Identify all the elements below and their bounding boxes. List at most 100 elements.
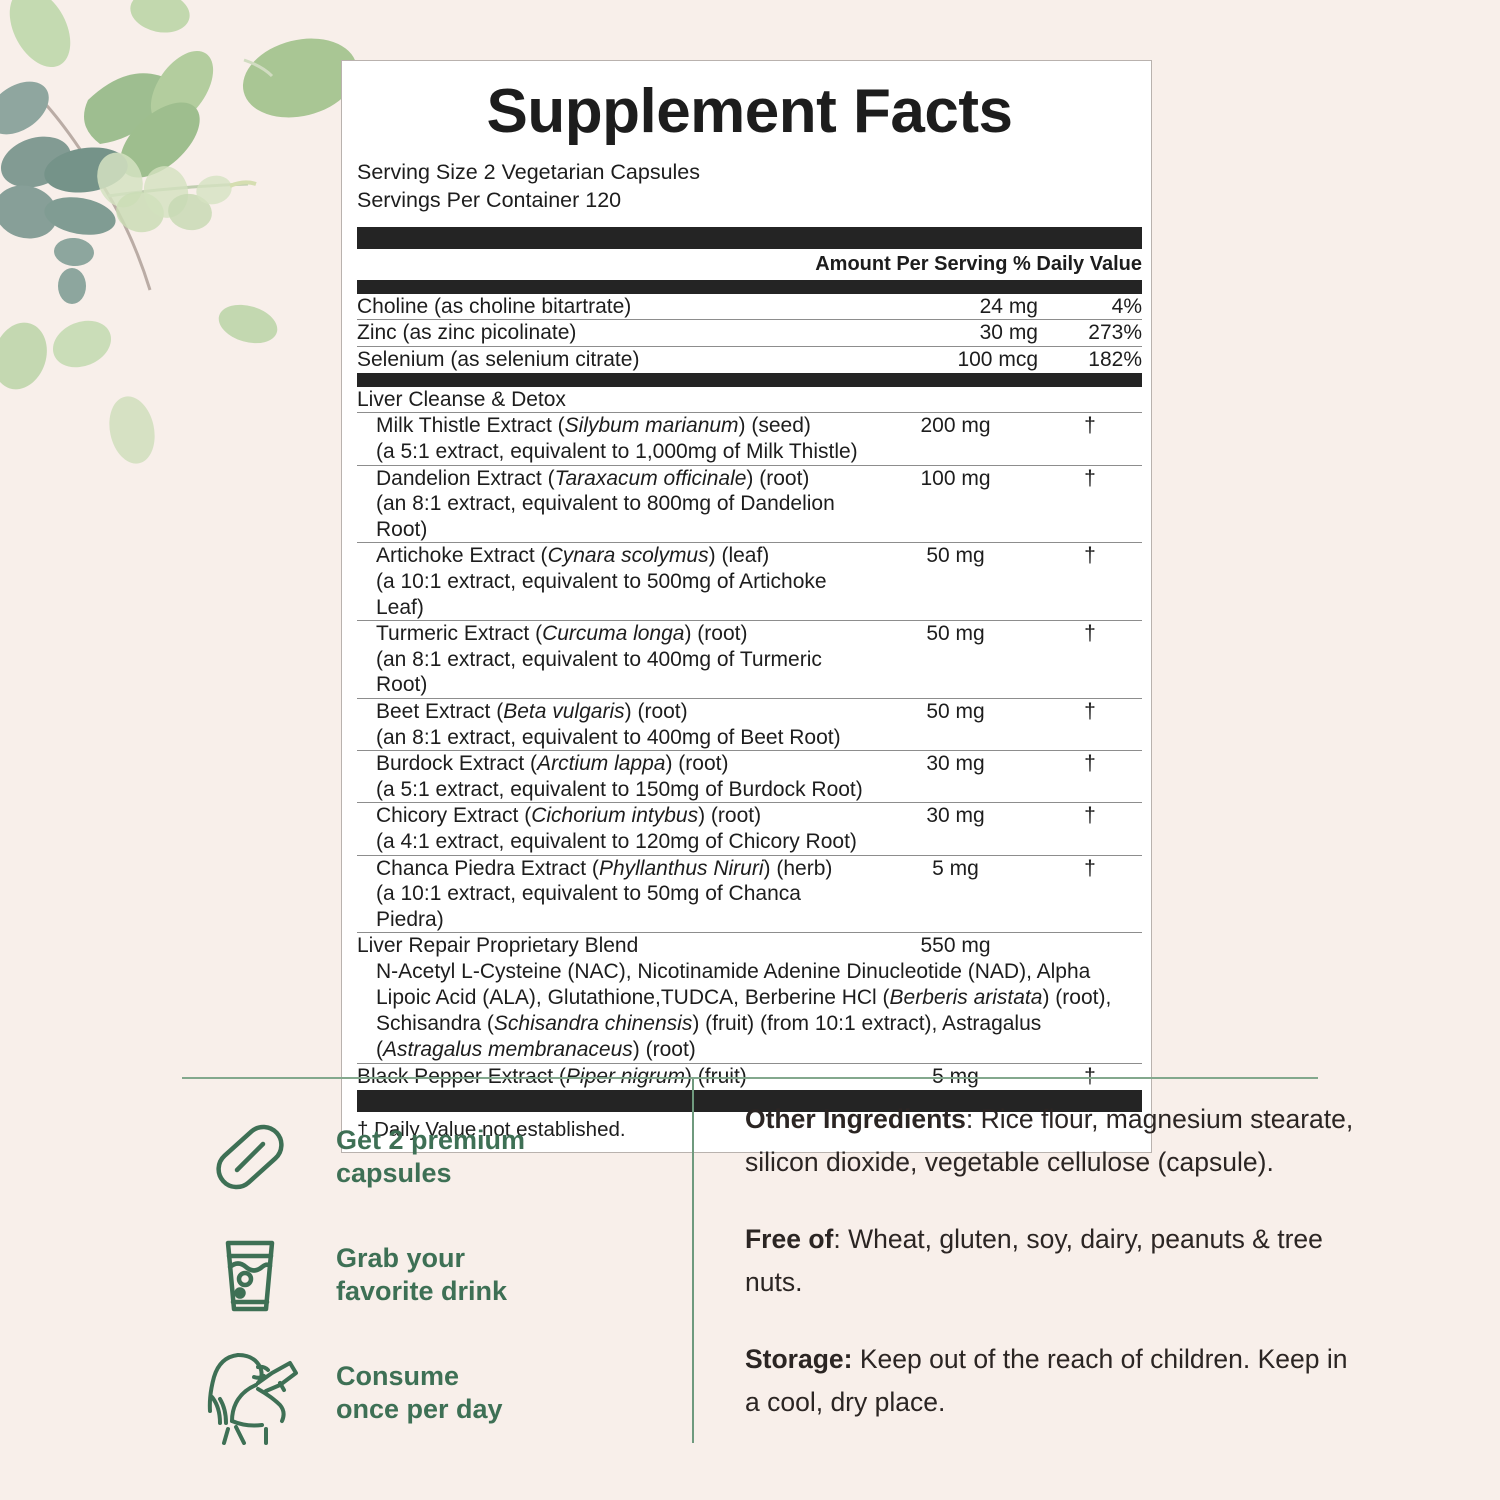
botanical-name: Black Pepper Extract (Piper nigrum) (fru… [357, 1063, 873, 1090]
botanical-latin: Cichorium intybus [531, 804, 699, 828]
botanical-name-post: ) (herb) [763, 856, 833, 880]
botanical-name-pre: Black Pepper Extract ( [357, 1065, 566, 1089]
info-column: Other Ingredients: Rice flour, magnesium… [745, 1098, 1355, 1424]
table-row: Turmeric Extract (Curcuma longa) (root) … [357, 620, 1142, 699]
botanical-detail: (an 8:1 extract, equivalent to 400mg of … [376, 647, 822, 697]
botanical-name-pre: Chanca Piedra Extract ( [376, 856, 599, 880]
botanical-dv: † [1038, 750, 1142, 803]
botanical-latin: Silybum marianum [564, 414, 739, 438]
nutrient-name: Choline (as choline bitartrate) [357, 294, 632, 318]
botanical-name: Chicory Extract (Cichorium intybus) (roo… [357, 802, 873, 856]
botanical-name-post: ) (root) [684, 622, 748, 646]
botanical-name-pre: Chicory Extract ( [376, 804, 532, 828]
vertical-divider [692, 1079, 694, 1443]
botanical-name-pre: Milk Thistle Extract ( [376, 414, 565, 438]
botanical-amount: 50 mg [873, 542, 1038, 621]
step-line-2: favorite drink [336, 1276, 508, 1306]
nutrient-name: Selenium (as selenium citrate) [357, 346, 873, 373]
botanical-detail: (a 10:1 extract, equivalent to 500mg of … [376, 569, 827, 619]
botanical-name-post: ) (seed) [738, 414, 811, 438]
blend-latin2: Schisandra chinensis [493, 1012, 693, 1036]
botanical-dv: † [1038, 412, 1142, 465]
free-of: Free of: Wheat, gluten, soy, dairy, pean… [745, 1218, 1355, 1304]
botanical-amount: 50 mg [873, 697, 1038, 751]
other-ingredients: Other Ingredients: Rice flour, magnesium… [745, 1098, 1355, 1184]
step-line-2: once per day [336, 1394, 503, 1424]
botanical-name-pre: Turmeric Extract ( [376, 622, 543, 646]
botanical-name: Turmeric Extract (Curcuma longa) (root) … [357, 620, 873, 699]
botanical-dv: † [1038, 854, 1142, 933]
botanical-name-post: ) (fruit) [684, 1065, 747, 1089]
botanical-name-pre: Beet Extract ( [376, 699, 504, 723]
person-drinking-icon [196, 1341, 304, 1445]
storage-label: Storage: [745, 1343, 853, 1374]
header-bar [357, 226, 1142, 249]
botanical-latin: Piper nigrum [565, 1065, 685, 1089]
blend-name: Liver Repair Proprietary Blend [357, 932, 873, 960]
divider-bar-top [357, 279, 1142, 294]
botanical-latin: Curcuma longa [542, 622, 685, 646]
botanical-amount: 30 mg [873, 802, 1038, 856]
other-ingredients-label: Other Ingredients [745, 1104, 966, 1134]
footer-bar [357, 1089, 1142, 1112]
step-line-1: Get 2 premium [336, 1125, 526, 1156]
table-row: Milk Thistle Extract (Silybum marianum) … [357, 412, 1142, 465]
table-row: Artichoke Extract (Cynara scolymus) (lea… [357, 542, 1142, 621]
botanical-table: Liver Cleanse & Detox Milk Thistle Extra… [357, 387, 1142, 1090]
blend-latin3: Astragalus membranaceus [383, 1038, 633, 1062]
nutrient-name: Zinc (as zinc picolinate) [357, 319, 873, 347]
botanical-detail: (an 8:1 extract, equivalent to 800mg of … [376, 492, 835, 541]
botanical-amount: 100 mg [873, 464, 1038, 543]
botanical-dv: † [1038, 542, 1142, 621]
table-row: Zinc (as zinc picolinate) 30 mg 273% [357, 319, 1142, 347]
botanical-detail: (an 8:1 extract, equivalent to 400mg of … [376, 725, 841, 749]
botanical-name-post: ) (root) [624, 699, 688, 723]
botanical-dv: † [1038, 697, 1142, 751]
botanical-amount: 50 mg [873, 620, 1038, 699]
table-row: Burdock Extract (Arctium lappa) (root) (… [357, 750, 1142, 803]
table-row: Beet Extract (Beta vulgaris) (root) (an … [357, 697, 1142, 751]
botanical-latin: Taraxacum officinale [554, 466, 747, 490]
blend-ingredients: N-Acetyl L-Cysteine (NAC), Nicotinamide … [357, 959, 1142, 1064]
nutrient-dv: 4% [1111, 294, 1142, 318]
nutrient-table: Choline (as choline bitartrate) 24 mg 4%… [357, 294, 1142, 373]
nutrient-amount: 30 mg [873, 319, 1038, 347]
horizontal-divider [182, 1077, 1318, 1079]
botanical-latin: Beta vulgaris [503, 699, 625, 723]
botanical-dv: † [1038, 802, 1142, 856]
botanical-detail: (a 5:1 extract, equivalent to 150mg of B… [376, 777, 863, 801]
free-of-text: : Wheat, gluten, soy, dairy, peanuts & t… [745, 1223, 1323, 1297]
botanical-dv: † [1038, 620, 1142, 699]
storage-text: Keep out of the reach of children. Keep … [745, 1343, 1348, 1417]
page-title: Supplement Facts [486, 77, 1014, 146]
blend-seg2: ) (root), Schisandra ( [376, 986, 1112, 1036]
botanical-name-pre: Artichoke Extract ( [376, 544, 548, 568]
table-row: Chicory Extract (Cichorium intybus) (roo… [357, 802, 1142, 856]
botanical-amount: 5 mg [873, 1063, 1038, 1090]
blend-dv [1038, 932, 1142, 960]
botanical-name: Burdock Extract (Arctium lappa) (root) (… [357, 750, 873, 803]
step-line-1: Consume [336, 1361, 460, 1392]
blend-latin1: Berberis aristata [889, 986, 1043, 1010]
botanical-name-pre: Dandelion Extract ( [376, 466, 555, 490]
botanical-name: Artichoke Extract (Cynara scolymus) (lea… [357, 542, 873, 621]
botanical-dv: † [1038, 1063, 1142, 1090]
botanical-name-pre: Burdock Extract ( [376, 752, 538, 776]
table-row: Chanca Piedra Extract (Phyllanthus Nirur… [357, 854, 1142, 933]
botanical-detail: (a 4:1 extract, equivalent to 120mg of C… [376, 830, 857, 854]
nutrient-amount: 24 mg [979, 294, 1038, 318]
servings-per-container: Servings Per Container 120 [357, 188, 622, 213]
section-header: Liver Cleanse & Detox [357, 387, 566, 411]
blend-amount: 550 mg [873, 932, 1038, 960]
table-row: Dandelion Extract (Taraxacum officinale)… [357, 464, 1142, 543]
botanical-name: Dandelion Extract (Taraxacum officinale)… [357, 464, 873, 543]
step-label: Consume once per day [304, 1360, 503, 1426]
step-line-2: capsules [336, 1158, 452, 1188]
botanical-name-post: ) (root) [698, 804, 762, 828]
table-row: Choline (as choline bitartrate) 24 mg 4% [357, 294, 1142, 320]
botanical-name: Beet Extract (Beta vulgaris) (root) (an … [357, 697, 873, 751]
blend-seg4: ) (root) [632, 1038, 696, 1062]
botanical-latin: Arctium lappa [537, 752, 666, 776]
botanical-name: Milk Thistle Extract (Silybum marianum) … [357, 412, 873, 465]
free-of-label: Free of [745, 1223, 834, 1254]
